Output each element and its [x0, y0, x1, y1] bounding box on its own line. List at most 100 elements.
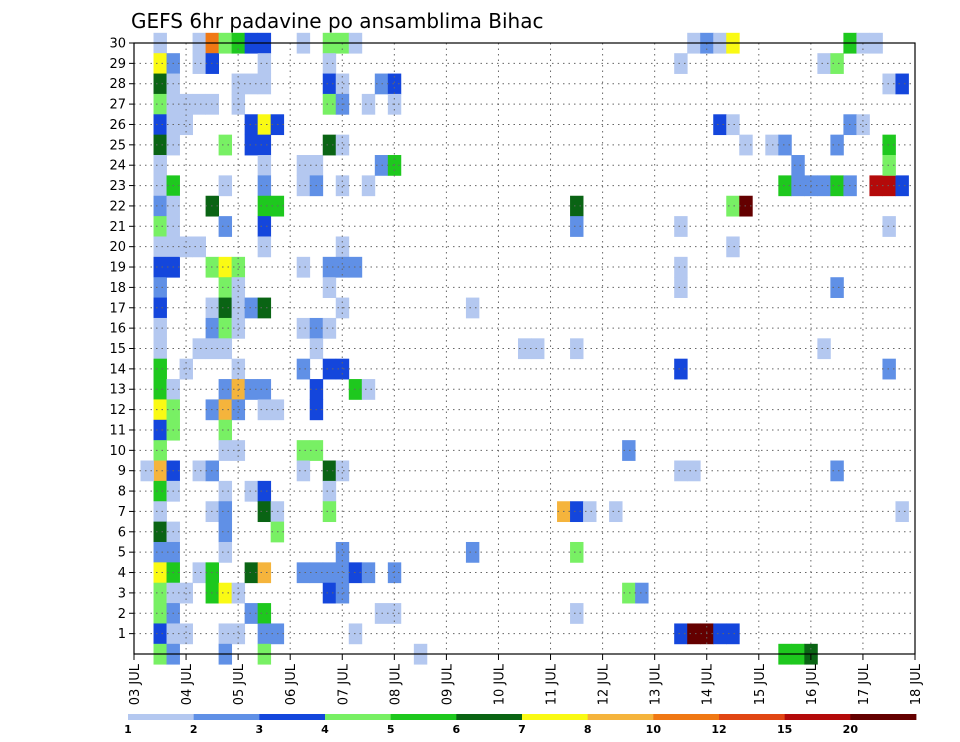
precip-cell: [244, 379, 259, 400]
precip-cell: [609, 501, 623, 523]
precip-cell: [895, 73, 909, 95]
precip-cell: [335, 358, 350, 380]
y-tick-label: 27: [109, 98, 126, 113]
precip-cell: [218, 582, 233, 604]
precip-cell: [153, 175, 167, 197]
precip-cell: [674, 53, 688, 74]
precip-cell: [674, 460, 688, 482]
precip-cell: [257, 501, 272, 523]
precip-cell: [674, 623, 688, 645]
x-tick-label: 16 JUL: [805, 663, 820, 705]
precip-cell: [570, 541, 584, 563]
precip-cell: [218, 134, 233, 156]
precip-cell: [257, 175, 272, 197]
precip-cell: [335, 175, 350, 197]
x-tick-label: 18 JUL: [909, 663, 924, 705]
precip-cell: [218, 541, 233, 563]
precip-cell: [179, 114, 193, 136]
precip-cell: [218, 501, 233, 523]
colorbar-tick-label: 10: [646, 723, 662, 736]
precip-cell: [218, 297, 233, 319]
precip-cell: [192, 460, 206, 482]
precip-cell: [153, 582, 167, 604]
precip-cell: [153, 440, 167, 461]
precip-cell: [257, 379, 272, 400]
precip-cell: [257, 134, 272, 156]
precip-cell: [153, 73, 167, 95]
x-axis: 03 JUL 04 JUL 05 JUL 06 JUL 07 JUL 08 JUL 09 J…: [128, 654, 924, 705]
precip-cell: [231, 317, 246, 339]
precip-cell: [726, 623, 740, 645]
precip-cell: [218, 256, 233, 278]
precip-cell: [244, 562, 259, 584]
precip-cell: [895, 501, 909, 523]
precip-cell: [726, 114, 740, 136]
precip-cell: [322, 562, 337, 584]
precip-cell: [335, 134, 350, 156]
precip-cell: [153, 419, 167, 441]
precip-cell: [296, 460, 311, 482]
precip-cell: [153, 379, 167, 400]
colorbar-bin: [456, 714, 523, 720]
precip-cell: [791, 175, 805, 197]
precip-cell: [153, 195, 167, 217]
y-tick-label: 3: [118, 586, 126, 601]
colorbar-bin: [390, 714, 457, 720]
precip-cell: [153, 317, 167, 339]
precip-cell: [257, 236, 272, 258]
y-tick-label: 18: [109, 281, 126, 296]
precip-cell: [361, 379, 376, 400]
precip-cell: [335, 256, 350, 278]
precip-cell: [322, 582, 337, 604]
precip-cell: [622, 440, 636, 461]
x-tick-label: 14 JUL: [701, 663, 716, 705]
precip-cell: [882, 155, 896, 176]
precip-cell: [583, 501, 597, 523]
precip-cell: [153, 297, 167, 319]
precip-cell: [192, 93, 206, 115]
precip-cell: [322, 277, 337, 298]
precip-cell: [713, 114, 727, 136]
precip-cell: [322, 256, 337, 278]
precip-cell: [335, 460, 350, 482]
precip-cell: [322, 501, 337, 523]
precip-cell: [465, 541, 480, 563]
y-tick-label: 30: [109, 37, 126, 52]
colorbar-tick-label: 5: [387, 723, 395, 736]
precip-cell: [322, 73, 337, 95]
precip-cell: [869, 175, 883, 197]
precip-cell: [218, 317, 233, 339]
precip-cell: [830, 277, 844, 298]
y-tick-label: 17: [109, 301, 126, 316]
precip-cell: [387, 603, 402, 624]
precip-cell: [257, 216, 272, 237]
precip-cell: [674, 358, 688, 380]
y-tick-label: 12: [109, 403, 126, 418]
precip-cell: [153, 134, 167, 156]
grid-layer: [134, 43, 915, 654]
precip-cell: [322, 53, 337, 74]
precip-cell: [361, 562, 376, 584]
precip-cell: [153, 399, 167, 421]
precip-cell: [830, 53, 844, 74]
x-tick-label: 08 JUL: [388, 663, 403, 705]
precip-cell: [335, 541, 350, 563]
precip-cell: [218, 419, 233, 441]
colorbar-bin: [784, 714, 851, 720]
precip-cell: [882, 73, 896, 95]
y-tick-label: 13: [109, 383, 126, 398]
precip-cell: [231, 73, 246, 95]
y-tick-label: 7: [118, 505, 126, 520]
colorbar-tick-label: 1: [124, 723, 132, 736]
precip-cell: [296, 256, 311, 278]
precip-cell: [218, 399, 233, 421]
precip-cell: [153, 277, 167, 298]
y-tick-label: 24: [109, 159, 126, 174]
precip-cell: [687, 460, 701, 482]
precip-cell: [153, 114, 167, 136]
precip-cell: [257, 53, 272, 74]
chart-title: GEFS 6hr padavine po ansamblima Bihac: [131, 9, 543, 33]
colorbar-tick-label: 15: [777, 723, 792, 736]
precip-cell: [257, 603, 272, 624]
y-tick-label: 16: [109, 322, 126, 337]
